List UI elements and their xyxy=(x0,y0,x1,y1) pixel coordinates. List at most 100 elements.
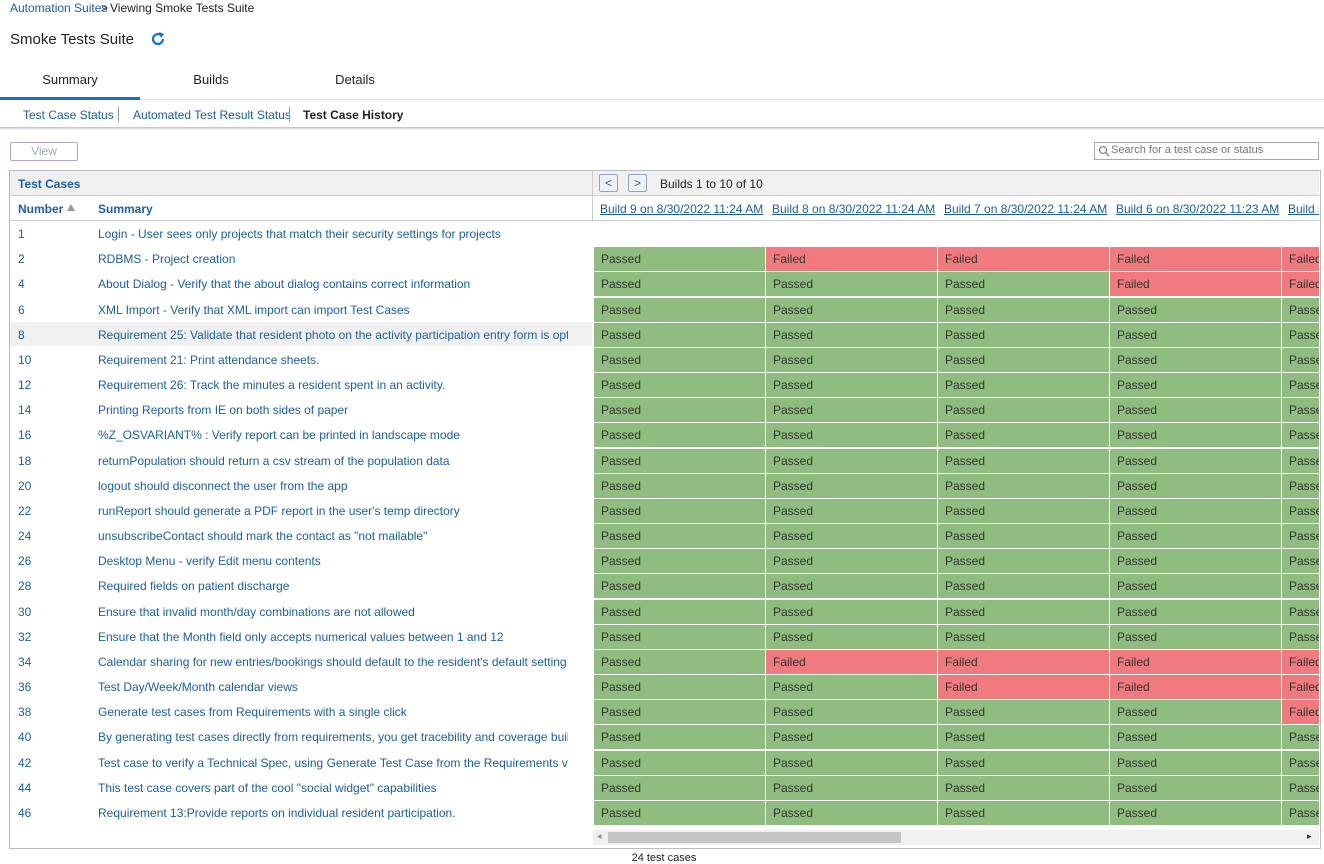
status-cell: Passed xyxy=(766,298,937,322)
status-cell: Passed xyxy=(594,423,765,447)
refresh-icon[interactable] xyxy=(150,31,166,47)
row-summary[interactable]: returnPopulation should return a csv str… xyxy=(98,454,450,468)
status-cell: Passed xyxy=(938,524,1109,548)
row-summary[interactable]: RDBMS - Project creation xyxy=(98,252,235,266)
row-summary[interactable]: logout should disconnect the user from t… xyxy=(98,479,348,493)
row-summary[interactable]: unsubscribeContact should mark the conta… xyxy=(98,529,427,543)
status-cell: Passed xyxy=(766,675,937,699)
build-header[interactable]: Build 8 on 8/30/2022 11:24 AM xyxy=(772,202,935,216)
row-number: 46 xyxy=(18,806,31,820)
status-cell: Passed xyxy=(766,725,937,749)
row-summary[interactable]: Generate test cases from Requirements wi… xyxy=(98,705,407,719)
row-summary[interactable]: Ensure that the Month field only accepts… xyxy=(98,630,504,644)
status-cell: Passed xyxy=(1110,524,1281,548)
status-cell: Passed xyxy=(766,776,937,800)
row-summary[interactable]: Requirement 26: Track the minutes a resi… xyxy=(98,378,445,392)
status-cell: Passed xyxy=(766,323,937,347)
breadcrumb-link[interactable]: Automation Suites xyxy=(10,1,107,15)
status-cell: Passed xyxy=(766,751,937,775)
status-cell: Passed xyxy=(594,725,765,749)
scrollbar-thumb[interactable] xyxy=(608,832,901,843)
status-cell: Passed xyxy=(766,600,937,624)
sort-arrow[interactable] xyxy=(66,203,76,212)
status-cell: Passed xyxy=(1110,298,1281,322)
tab[interactable]: Summary xyxy=(0,72,140,87)
build-header[interactable]: Build 9 on 8/30/2022 11:24 AM xyxy=(600,202,763,216)
subtab[interactable]: Test Case Status xyxy=(23,108,114,122)
status-cell: Passed xyxy=(1110,801,1281,825)
scroll-right[interactable]: ▸ xyxy=(1307,831,1312,842)
view-button[interactable]: View xyxy=(10,142,78,161)
status-cell: Passed xyxy=(594,574,765,598)
status-cell: Passed xyxy=(594,474,765,498)
row-number: 26 xyxy=(18,554,31,568)
breadcrumb-current: Viewing Smoke Tests Suite xyxy=(110,1,254,15)
status-cell: Passed xyxy=(766,449,937,473)
column-header[interactable]: Summary xyxy=(98,202,153,216)
build-header[interactable]: Build 7 on 8/30/2022 11:24 AM xyxy=(944,202,1107,216)
build-header[interactable]: Build 6 on 8/30/2022 11:23 AM xyxy=(1116,202,1279,216)
status-cell: Passed xyxy=(1110,449,1281,473)
status-cell: Passed xyxy=(1110,751,1281,775)
status-cell: Passed xyxy=(1282,574,1319,598)
status-cell: Passed xyxy=(938,423,1109,447)
row-summary[interactable]: %Z_OSVARIANT% : Verify report can be pri… xyxy=(98,428,460,442)
status-cell: Failed xyxy=(938,675,1109,699)
row-summary[interactable]: Printing Reports from IE on both sides o… xyxy=(98,403,348,417)
status-cell: Passed xyxy=(766,423,937,447)
active-tab-indicator xyxy=(0,97,140,100)
row-summary[interactable]: Test case to verify a Technical Spec, us… xyxy=(98,756,568,770)
row-summary[interactable]: XML Import - Verify that XML import can … xyxy=(98,303,410,317)
status-cell: Passed xyxy=(938,725,1109,749)
search-box[interactable]: Search for a test case or status xyxy=(1094,142,1319,160)
status-cell: Passed xyxy=(1110,499,1281,523)
subtab[interactable]: Automated Test Result Status xyxy=(133,108,291,122)
row-number: 4 xyxy=(18,277,25,291)
column-header[interactable]: Number xyxy=(18,202,63,216)
subtab-active[interactable]: Test Case History xyxy=(303,108,403,122)
row-number: 18 xyxy=(18,454,31,468)
pager-label: Builds 1 to 10 of 10 xyxy=(660,177,763,191)
row-summary[interactable]: Desktop Menu - verify Edit menu contents xyxy=(98,554,321,568)
row-number: 30 xyxy=(18,605,31,619)
status-cell: Passed xyxy=(1282,751,1319,775)
subtab-separator xyxy=(289,107,290,122)
row-summary[interactable]: Requirement 25: Validate that resident p… xyxy=(98,328,568,342)
row-summary[interactable]: Requirement 13:Provide reports on indivi… xyxy=(98,806,456,820)
status-cell: Passed xyxy=(938,700,1109,724)
scrollbar[interactable]: ◂ ▸ xyxy=(593,830,1319,845)
pager-next[interactable]: > xyxy=(628,174,647,192)
status-cell: Passed xyxy=(594,650,765,674)
row-summary[interactable]: This test case covers part of the cool "… xyxy=(98,781,437,795)
status-cell: Failed xyxy=(938,247,1109,271)
row-summary[interactable]: Requirement 21: Print attendance sheets. xyxy=(98,353,319,367)
pager-prev[interactable]: < xyxy=(599,174,618,192)
row-summary[interactable]: By generating test cases directly from r… xyxy=(98,730,568,744)
tab[interactable]: Details xyxy=(285,72,425,87)
row-summary[interactable]: Required fields on patient discharge xyxy=(98,579,289,593)
row-number: 8 xyxy=(18,328,25,342)
row-number: 1 xyxy=(18,227,25,241)
status-cell: Passed xyxy=(938,474,1109,498)
row-summary[interactable]: About Dialog - Verify that the about dia… xyxy=(98,277,470,291)
row-summary[interactable]: Calendar sharing for new entries/booking… xyxy=(98,655,567,669)
status-cell: Failed xyxy=(766,650,937,674)
status-cell: Passed xyxy=(594,323,765,347)
status-cell: Failed xyxy=(1110,247,1281,271)
row-number: 10 xyxy=(18,353,31,367)
tab-rule xyxy=(0,99,1324,100)
row-summary[interactable]: runReport should generate a PDF report i… xyxy=(98,504,460,518)
search-placeholder: Search for a test case or status xyxy=(1111,144,1263,156)
build-header[interactable]: Build 5 xyxy=(1288,202,1319,216)
status-cell: Passed xyxy=(594,298,765,322)
row-summary[interactable]: Test Day/Week/Month calendar views xyxy=(98,680,298,694)
row-number: 34 xyxy=(18,655,31,669)
scroll-left[interactable]: ◂ xyxy=(597,831,602,842)
status-cell: Passed xyxy=(1282,298,1319,322)
row-summary[interactable]: Login - User sees only projects that mat… xyxy=(98,227,501,241)
tab[interactable]: Builds xyxy=(141,72,281,87)
status-cell: Passed xyxy=(1110,625,1281,649)
status-cell: Passed xyxy=(1282,323,1319,347)
row-summary[interactable]: Ensure that invalid month/day combinatio… xyxy=(98,605,415,619)
status-cell: Passed xyxy=(766,348,937,372)
